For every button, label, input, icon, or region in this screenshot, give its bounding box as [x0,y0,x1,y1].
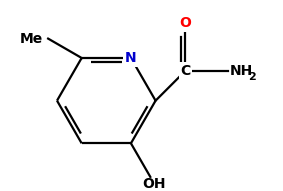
Text: N: N [125,51,137,65]
Text: NH: NH [230,64,253,78]
Text: OH: OH [142,177,166,191]
Text: O: O [179,16,191,30]
Text: 2: 2 [248,72,256,82]
Text: Me: Me [20,32,43,46]
Text: C: C [180,64,190,78]
